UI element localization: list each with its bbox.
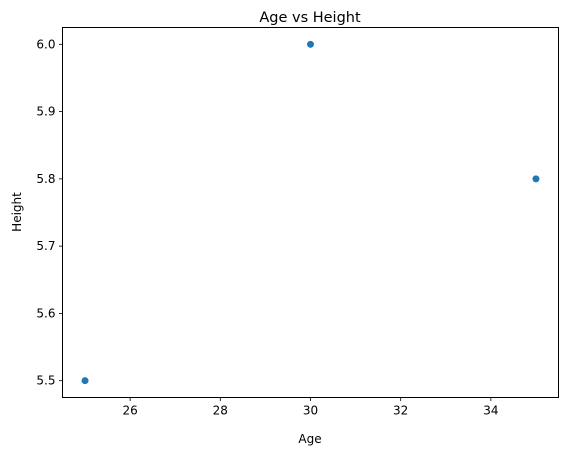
y-tick-label: 5.5	[36, 374, 55, 388]
y-axis-label: Height	[10, 192, 24, 232]
y-tick-label: 5.9	[36, 105, 55, 119]
y-tick-label: 6.0	[36, 37, 55, 51]
x-tick-label: 32	[393, 404, 408, 418]
x-tick-label: 26	[122, 404, 137, 418]
x-tick-label: 34	[483, 404, 498, 418]
chart-title: Age vs Height	[259, 10, 361, 26]
y-tick-label: 5.6	[36, 306, 55, 320]
y-tick-label: 5.8	[36, 172, 55, 186]
data-point	[531, 174, 541, 183]
x-tick-label: 30	[303, 404, 318, 418]
x-tick-label: 28	[213, 404, 228, 418]
x-axis-label: Age	[298, 432, 321, 446]
y-axis-ticks: 5.5 5.6 5.7 5.8 5.9 6.0	[36, 37, 63, 388]
y-tick-label: 5.7	[36, 239, 55, 253]
x-axis-ticks: 26 28 30 32 34	[122, 397, 499, 418]
data-points	[80, 40, 541, 385]
data-point	[80, 376, 90, 385]
data-point	[306, 40, 315, 49]
plot-area: 26 28 30 32 34 5.5 5.6 5.7 5.8 5.9 6.0	[36, 27, 559, 418]
